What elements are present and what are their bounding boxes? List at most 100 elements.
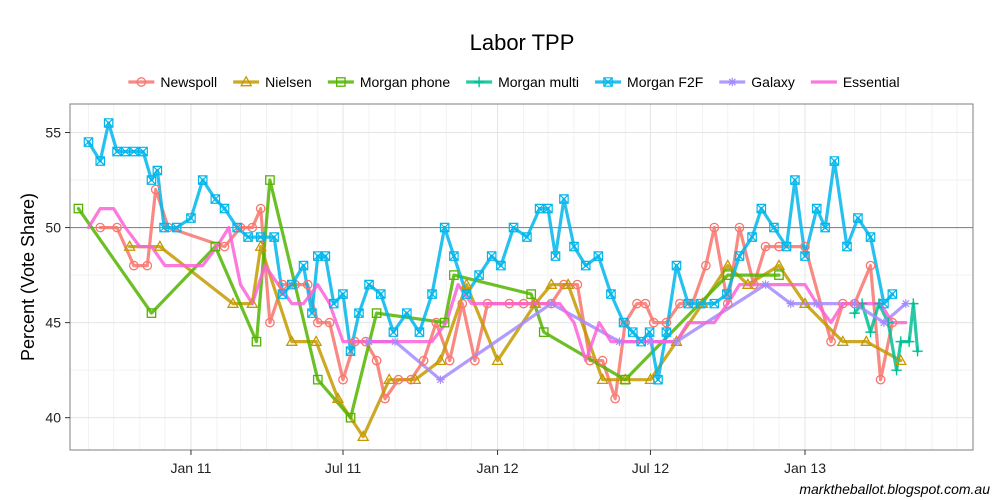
- data-point-nielsen: [741, 278, 754, 289]
- series-line-morgan-phone: [76, 178, 781, 420]
- data-point-morgan-f2f: [887, 289, 898, 299]
- legend-label: Nielsen: [265, 74, 312, 90]
- data-point-nielsen: [434, 354, 447, 365]
- data-point-newspoll: [585, 355, 595, 366]
- data-point-morgan-phone: [265, 175, 275, 185]
- y-axis: 40 45 50 55: [45, 125, 70, 426]
- data-point-morgan-f2f: [696, 298, 706, 309]
- x-tick-label: Jan 12: [477, 460, 519, 476]
- data-point-morgan-phone: [371, 308, 382, 318]
- data-point-morgan-f2f: [286, 279, 297, 290]
- x-tick-label: Jan 11: [170, 460, 211, 476]
- legend-key-marker: [473, 76, 485, 88]
- data-point-newspoll: [418, 355, 429, 366]
- data-point-morgan-f2f: [606, 289, 616, 299]
- data-point-nielsen: [721, 259, 734, 270]
- data-point-nielsen: [772, 259, 786, 270]
- data-point-newspoll: [128, 260, 139, 271]
- data-point-nielsen: [491, 354, 504, 365]
- data-point-morgan-f2f: [842, 241, 852, 252]
- data-point-morgan-f2f: [376, 289, 386, 299]
- data-point-galaxy: [390, 337, 400, 346]
- legend-key-marker: [603, 77, 613, 87]
- data-point-morgan-phone: [722, 270, 733, 280]
- data-point-morgan-f2f: [95, 156, 106, 166]
- data-point-newspoll: [470, 355, 480, 366]
- legend-label: Morgan multi: [498, 74, 579, 90]
- data-point-newspoll: [826, 336, 836, 347]
- data-point-morgan-f2f: [277, 289, 288, 299]
- data-point-newspoll: [255, 203, 266, 214]
- data-point-newspoll: [247, 222, 258, 233]
- y-axis-title: Percent (Vote Share): [18, 193, 38, 361]
- data-point-morgan-phone: [345, 412, 356, 423]
- data-point-morgan-f2f: [439, 222, 450, 233]
- data-point-nielsen: [383, 373, 396, 385]
- data-point-newspoll: [504, 298, 515, 309]
- legend-item-essential: Essential: [810, 74, 900, 90]
- data-point-morgan-f2f: [522, 232, 532, 242]
- data-point-newspoll: [380, 393, 390, 404]
- data-point-morgan-f2f: [486, 251, 497, 261]
- legend-item-morgan-multi: Morgan multi: [466, 74, 579, 90]
- data-point-newspoll: [734, 222, 745, 233]
- data-point-morgan-f2f: [829, 156, 840, 166]
- data-point-morgan-f2f: [747, 232, 757, 242]
- data-point-morgan-f2f: [129, 146, 139, 157]
- data-point-newspoll: [95, 222, 106, 233]
- legend-label: Galaxy: [751, 74, 795, 90]
- data-point-newspoll: [709, 222, 720, 233]
- data-point-morgan-phone: [312, 374, 323, 385]
- data-point-newspoll: [648, 317, 659, 328]
- legend: Newspoll Nielsen Morgan phone Morgan multi M…: [128, 74, 900, 90]
- legend-item-morgan-phone: Morgan phone: [327, 74, 451, 90]
- data-point-morgan-f2f: [345, 346, 356, 356]
- data-point-nielsen: [644, 373, 657, 385]
- data-point-morgan-f2f: [644, 327, 655, 337]
- data-point-nielsen: [285, 335, 298, 346]
- data-point-galaxy: [547, 299, 556, 308]
- data-point-morgan-phone: [774, 270, 784, 280]
- data-point-morgan-f2f: [307, 308, 317, 318]
- data-point-galaxy: [646, 337, 655, 346]
- data-point-nielsen: [460, 278, 473, 289]
- data-point-newspoll: [610, 393, 621, 404]
- data-point-newspoll: [219, 241, 230, 252]
- data-point-nielsen: [310, 335, 323, 346]
- data-point-newspoll: [760, 241, 771, 252]
- data-point-morgan-multi: [873, 298, 885, 309]
- data-point-morgan-f2f: [618, 317, 629, 328]
- data-point-morgan-f2f: [402, 308, 412, 318]
- data-point-morgan-f2f: [186, 213, 196, 223]
- data-point-newspoll: [701, 260, 711, 271]
- data-point-morgan-f2f: [364, 279, 374, 290]
- data-point-morgan-f2f: [756, 203, 767, 214]
- data-point-galaxy: [812, 299, 821, 308]
- data-point-nielsen: [357, 430, 370, 442]
- data-point-newspoll: [265, 317, 275, 328]
- legend-key-marker: [240, 75, 253, 87]
- series-line-essential: [86, 207, 908, 363]
- data-point-morgan-f2f: [769, 222, 779, 233]
- data-point-newspoll: [774, 241, 784, 252]
- data-point-newspoll: [349, 336, 360, 347]
- data-point-galaxy: [761, 280, 770, 289]
- data-point-morgan-f2f: [461, 289, 472, 299]
- data-point-morgan-f2f: [734, 251, 745, 261]
- data-point-nielsen: [529, 297, 542, 308]
- x-tick-label: Jan 13: [784, 460, 826, 476]
- data-point-nielsen: [409, 373, 422, 385]
- data-point-nielsen: [545, 278, 558, 289]
- data-point-nielsen: [153, 240, 166, 251]
- legend-label: Morgan phone: [360, 74, 451, 90]
- data-point-nielsen: [123, 240, 136, 251]
- data-point-morgan-f2f: [171, 222, 182, 233]
- data-point-morgan-phone: [449, 270, 459, 280]
- credit-text: marktheballot.blogspot.com.au: [799, 481, 990, 497]
- data-point-morgan-f2f: [354, 308, 364, 318]
- data-point-newspoll: [312, 317, 323, 328]
- data-point-morgan-f2f: [800, 251, 810, 261]
- data-point-morgan-f2f: [628, 327, 638, 337]
- data-point-morgan-f2f: [722, 289, 732, 299]
- legend-item-galaxy: Galaxy: [719, 74, 795, 90]
